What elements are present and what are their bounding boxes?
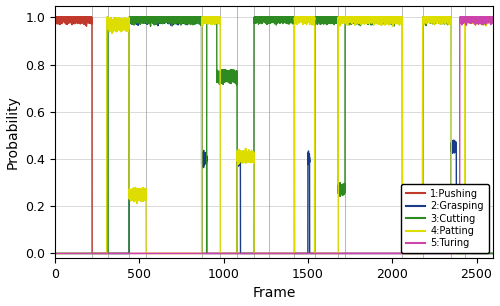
Y-axis label: Probability: Probability [6,95,20,169]
Legend: 1:Pushing, 2:Grasping, 3:Cutting, 4:Patting, 5:Turing: 1:Pushing, 2:Grasping, 3:Cutting, 4:Patt… [401,184,488,253]
X-axis label: Frame: Frame [252,286,296,300]
